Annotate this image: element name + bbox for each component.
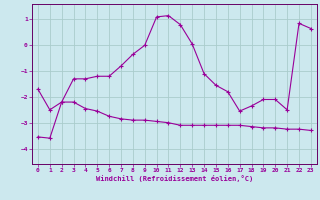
X-axis label: Windchill (Refroidissement éolien,°C): Windchill (Refroidissement éolien,°C) (96, 175, 253, 182)
